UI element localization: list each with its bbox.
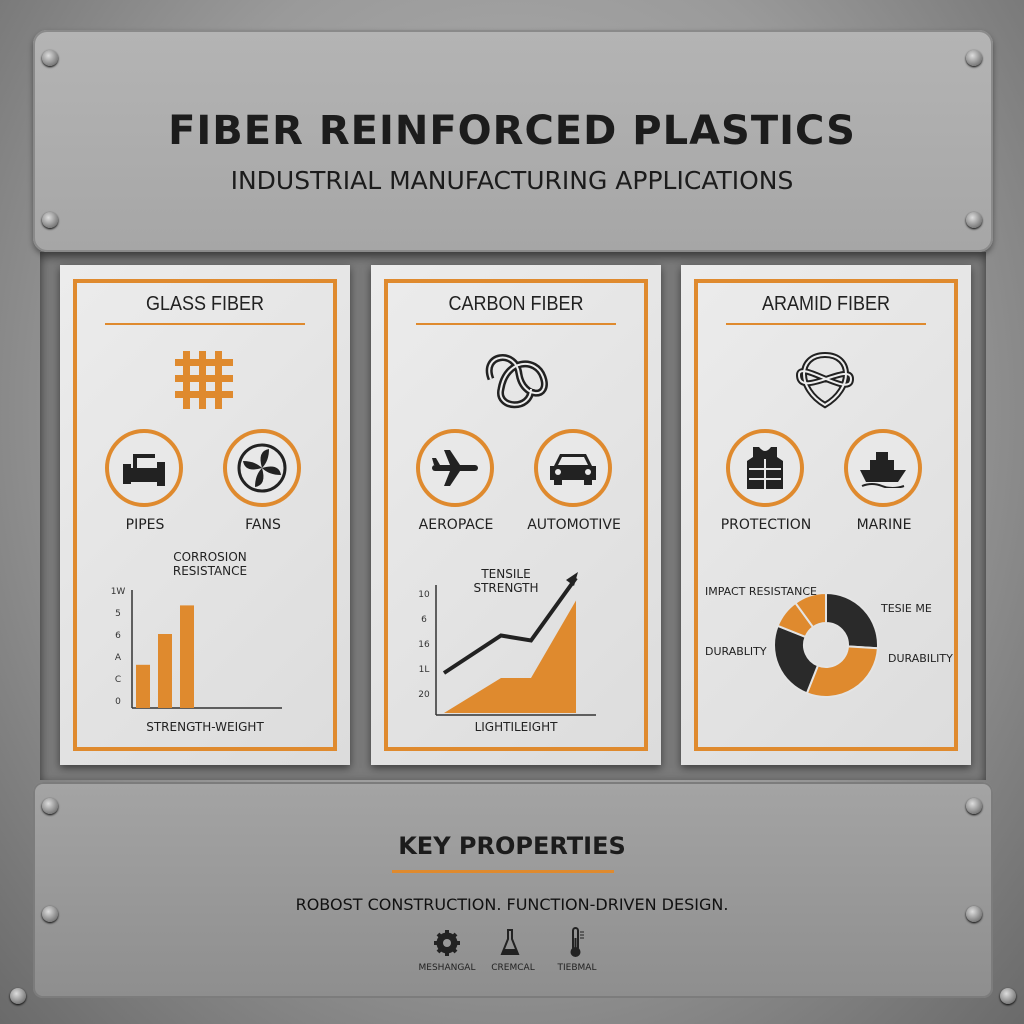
x-axis-label: STRENGTH-WEIGHT: [146, 720, 264, 734]
card-glass-fiber: GLASS FIBER PIPES FANS CORROSION RESISTAN…: [60, 265, 350, 765]
card-title: CARBON FIBER: [448, 293, 584, 315]
bar: [180, 605, 194, 708]
card-title: GLASS FIBER: [145, 293, 265, 315]
pie-label: DURABILITY: [888, 652, 953, 665]
app-label: AUTOMOTIVE: [527, 517, 621, 533]
pie-label: TESIE ME: [881, 602, 932, 615]
card-border: [73, 279, 337, 751]
chart-title-line: TENSILE: [481, 567, 531, 581]
gear-icon: [434, 930, 460, 956]
car-icon: [550, 454, 596, 485]
bar: [136, 664, 150, 708]
area-chart: 20 1L 16 6 10: [418, 572, 596, 716]
chart-title-line: CORROSION: [173, 550, 247, 564]
arrow-head: [566, 572, 578, 586]
y-tick-label: 16: [418, 640, 430, 650]
donut-slice: [773, 624, 820, 695]
donut-chart: [773, 591, 879, 698]
screw: [10, 988, 26, 1004]
screw: [1000, 988, 1016, 1004]
key-properties-heading: KEY PROPERTIES: [398, 832, 626, 860]
title-underline: [105, 323, 305, 325]
screw: [42, 906, 58, 922]
vest-icon: [747, 447, 783, 489]
area-fill: [444, 600, 576, 713]
y-tick-label: 0: [115, 697, 121, 707]
car-icon-circle: [534, 429, 612, 507]
app-label: MARINE: [856, 517, 912, 533]
chart-title-line: STRENGTH: [473, 581, 539, 595]
heading-underline: [392, 870, 614, 873]
footer-plate: [33, 782, 993, 998]
pie-label: IMPACT RESISTANCE: [705, 585, 817, 598]
pipe-icon: [123, 454, 165, 486]
title-underline: [726, 323, 926, 325]
page-subtitle: INDUSTRIAL MANUFACTURING APPLICATIONS: [230, 166, 794, 195]
pie-label: DURABLITY: [705, 645, 767, 658]
boat-icon: [860, 452, 906, 488]
bar-chart: 0 C A 6 5 1W: [111, 587, 282, 709]
page-title: FIBER REINFORCED PLASTICS: [168, 108, 856, 154]
card-title: ARAMID FIBER: [761, 293, 891, 315]
card-carbon-fiber: CARBON FIBER AEROPACE AUTOMOTIVE TENSILE…: [371, 265, 661, 765]
header-plate: [33, 30, 993, 252]
woven-mesh-icon: [175, 351, 233, 409]
donut-slice: [805, 645, 879, 698]
chart-title: CORROSION RESISTANCE: [150, 550, 270, 578]
boat-icon-circle: [844, 429, 922, 507]
screw: [42, 212, 58, 228]
card-aramid-fiber: ARAMID FIBER PROTECTION MARINE IMPACT RE…: [681, 265, 971, 765]
y-tick-label: C: [115, 675, 121, 685]
y-tick-label: A: [115, 653, 122, 663]
bar: [158, 634, 172, 708]
vest-icon-circle: [726, 429, 804, 507]
chart-title: TENSILE STRENGTH: [451, 567, 561, 595]
donut-slice: [794, 591, 827, 629]
app-label: PROTECTION: [720, 517, 812, 533]
card-border: [694, 279, 958, 751]
knot-icon: [795, 351, 855, 409]
title-underline: [416, 323, 616, 325]
app-label: PIPES: [125, 517, 165, 533]
y-tick-label: 1L: [419, 665, 430, 675]
card-border: [384, 279, 648, 751]
property-label: TIEBMAL: [557, 963, 597, 973]
property-label: CREMCAL: [491, 963, 535, 973]
screw: [42, 798, 58, 814]
screw: [966, 798, 982, 814]
pipe-icon-circle: [105, 429, 183, 507]
y-tick-label: 20: [418, 690, 430, 700]
airplane-icon-circle: [416, 429, 494, 507]
x-axis-label: LIGHTILEIGHT: [474, 720, 558, 734]
knot-icon: [485, 354, 548, 409]
app-label: FANS: [245, 517, 281, 533]
screw: [42, 50, 58, 66]
y-tick-label: 6: [115, 631, 121, 641]
airplane-icon: [432, 450, 478, 486]
donut-slice: [825, 591, 879, 650]
app-label: AEROPACE: [418, 517, 494, 533]
tagline: ROBOST CONSTRUCTION. FUNCTION-DRIVEN DES…: [295, 895, 729, 914]
screw: [966, 50, 982, 66]
y-tick-label: 10: [418, 590, 430, 600]
thermometer-icon: [570, 927, 584, 957]
screw: [966, 212, 982, 228]
y-tick-label: 5: [115, 609, 121, 619]
fan-icon-circle: [223, 429, 301, 507]
trend-line: [442, 576, 578, 675]
screw: [966, 906, 982, 922]
y-tick-label: 1W: [111, 587, 126, 597]
fan-icon: [237, 443, 287, 493]
y-tick-label: 6: [421, 615, 427, 625]
chart-title-line: RESISTANCE: [172, 564, 248, 578]
flask-icon: [500, 929, 520, 955]
property-label: MESHANGAL: [418, 963, 476, 973]
